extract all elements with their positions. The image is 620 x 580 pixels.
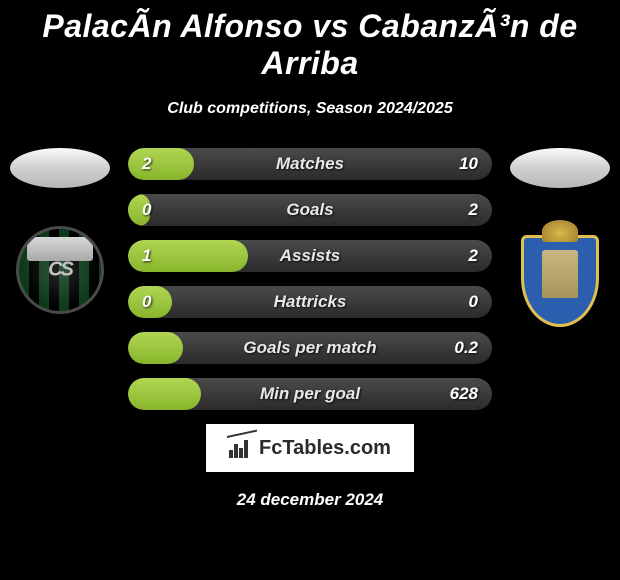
stat-label: Min per goal	[260, 384, 360, 404]
stat-bar: Min per goal 628	[128, 378, 492, 410]
stat-right-value: 0.2	[454, 338, 478, 358]
stat-bar: 0 Goals 2	[128, 194, 492, 226]
stat-fill	[128, 148, 194, 180]
stat-label: Hattricks	[274, 292, 347, 312]
club-crest-left	[16, 226, 104, 314]
stat-left-value: 0	[142, 292, 151, 312]
comparison-content: 2 Matches 10 0 Goals 2 1 Assists 2 0 Hattricks 0 Goa…	[0, 148, 620, 410]
stat-left-value: 2	[142, 154, 151, 174]
fctables-logo-text: FcTables.com	[259, 437, 391, 460]
club-crest-right-wrap	[513, 226, 608, 336]
player-placeholder-left	[10, 148, 110, 188]
stat-right-value: 2	[469, 200, 478, 220]
stat-right-value: 10	[459, 154, 478, 174]
date-label: 24 december 2024	[237, 490, 384, 510]
left-column	[0, 148, 120, 314]
stat-right-value: 628	[450, 384, 478, 404]
fctables-logo: FcTables.com	[206, 424, 414, 472]
stat-bar: 0 Hattricks 0	[128, 286, 492, 318]
stat-label: Goals per match	[243, 338, 376, 358]
fctables-logo-icon	[229, 438, 253, 458]
player-placeholder-right	[510, 148, 610, 188]
stat-label: Assists	[280, 246, 340, 266]
stat-bar: 1 Assists 2	[128, 240, 492, 272]
stats-column: 2 Matches 10 0 Goals 2 1 Assists 2 0 Hattricks 0 Goa…	[120, 148, 500, 410]
subtitle: Club competitions, Season 2024/2025	[0, 100, 620, 118]
stat-bar: 2 Matches 10	[128, 148, 492, 180]
stat-left-value: 0	[142, 200, 151, 220]
page-title: PalacÃ­n Alfonso vs CabanzÃ³n de Arriba	[0, 0, 620, 82]
footer: FcTables.com 24 december 2024	[0, 424, 620, 510]
stat-label: Matches	[276, 154, 344, 174]
right-column	[500, 148, 620, 336]
stat-right-value: 0	[469, 292, 478, 312]
club-crest-right	[521, 235, 599, 327]
stat-left-value: 1	[142, 246, 151, 266]
stat-bar: Goals per match 0.2	[128, 332, 492, 364]
stat-fill	[128, 332, 183, 364]
stat-label: Goals	[286, 200, 333, 220]
stat-fill	[128, 378, 201, 410]
stat-right-value: 2	[469, 246, 478, 266]
